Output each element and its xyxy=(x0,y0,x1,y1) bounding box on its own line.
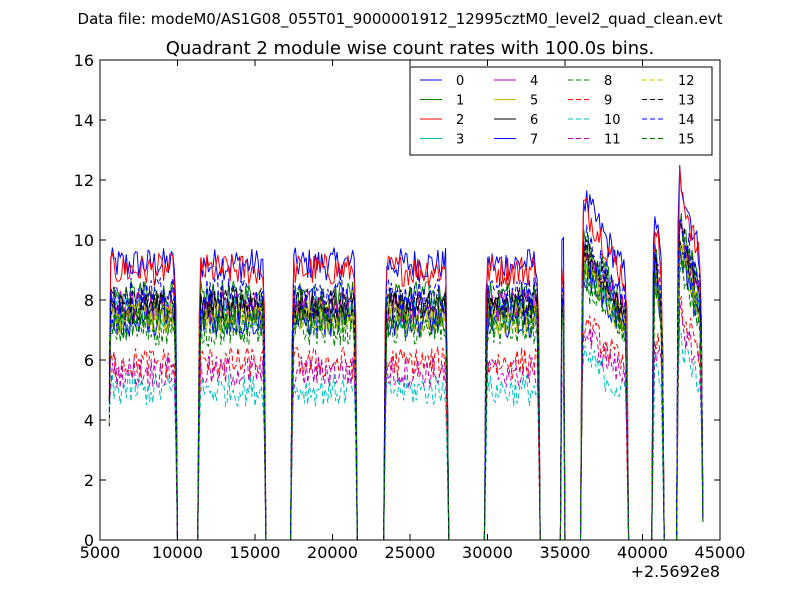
chart-title: Quadrant 2 module wise count rates with … xyxy=(166,38,655,59)
series-line-2 xyxy=(108,166,704,541)
legend-label-10: 10 xyxy=(604,113,621,128)
x-tick-label: 45000 xyxy=(695,543,746,562)
legend-label-14: 14 xyxy=(678,113,695,128)
y-tick-label: 4 xyxy=(84,411,94,430)
x-tick-label: 35000 xyxy=(540,543,591,562)
y-tick-label: 2 xyxy=(84,471,94,490)
legend-box xyxy=(409,66,713,156)
y-tick-label: 16 xyxy=(74,51,94,70)
legend-label-11: 11 xyxy=(604,133,621,148)
legend-label-5: 5 xyxy=(530,94,538,109)
legend-label-2: 2 xyxy=(456,113,464,128)
series-line-12 xyxy=(108,243,704,541)
y-tick-label: 12 xyxy=(74,171,94,190)
legend-label-3: 3 xyxy=(456,133,464,148)
legend-label-8: 8 xyxy=(604,74,612,89)
series-line-13 xyxy=(108,221,704,541)
legend-label-1: 1 xyxy=(456,94,464,109)
y-tick-label: 10 xyxy=(74,231,94,250)
axis-ticks: 5000 10000 15000 20000 25000 30000 35000 40000 4… xyxy=(74,51,746,562)
x-tick-label: 40000 xyxy=(617,543,668,562)
legend-label-4: 4 xyxy=(530,74,538,89)
x-tick-label: 30000 xyxy=(462,543,513,562)
x-tick-label: 15000 xyxy=(230,543,281,562)
y-tick-label: 14 xyxy=(74,111,94,130)
legend-label-12: 12 xyxy=(678,74,695,89)
legend-label-13: 13 xyxy=(678,94,695,109)
legend-label-0: 0 xyxy=(456,74,464,89)
x-tick-label: 20000 xyxy=(307,543,358,562)
series-line-9 xyxy=(108,296,704,541)
x-tick-label: 25000 xyxy=(385,543,436,562)
y-tick-label: 0 xyxy=(84,531,94,550)
x-tick-label: 10000 xyxy=(152,543,203,562)
series-line-14 xyxy=(108,217,704,541)
legend-label-7: 7 xyxy=(530,133,538,148)
x-offset-label: +2.5692e8 xyxy=(631,562,720,581)
legend-label-9: 9 xyxy=(604,94,612,109)
legend-label-15: 15 xyxy=(678,133,695,148)
series-lines xyxy=(108,165,704,541)
legend-label-6: 6 xyxy=(530,113,538,128)
series-line-15 xyxy=(108,245,704,541)
y-tick-label: 8 xyxy=(84,291,94,310)
x-tick-label: 5000 xyxy=(80,543,121,562)
chart-suptitle: Data file: modeM0/AS1G08_055T01_90000019… xyxy=(78,10,723,29)
y-tick-label: 6 xyxy=(84,351,94,370)
